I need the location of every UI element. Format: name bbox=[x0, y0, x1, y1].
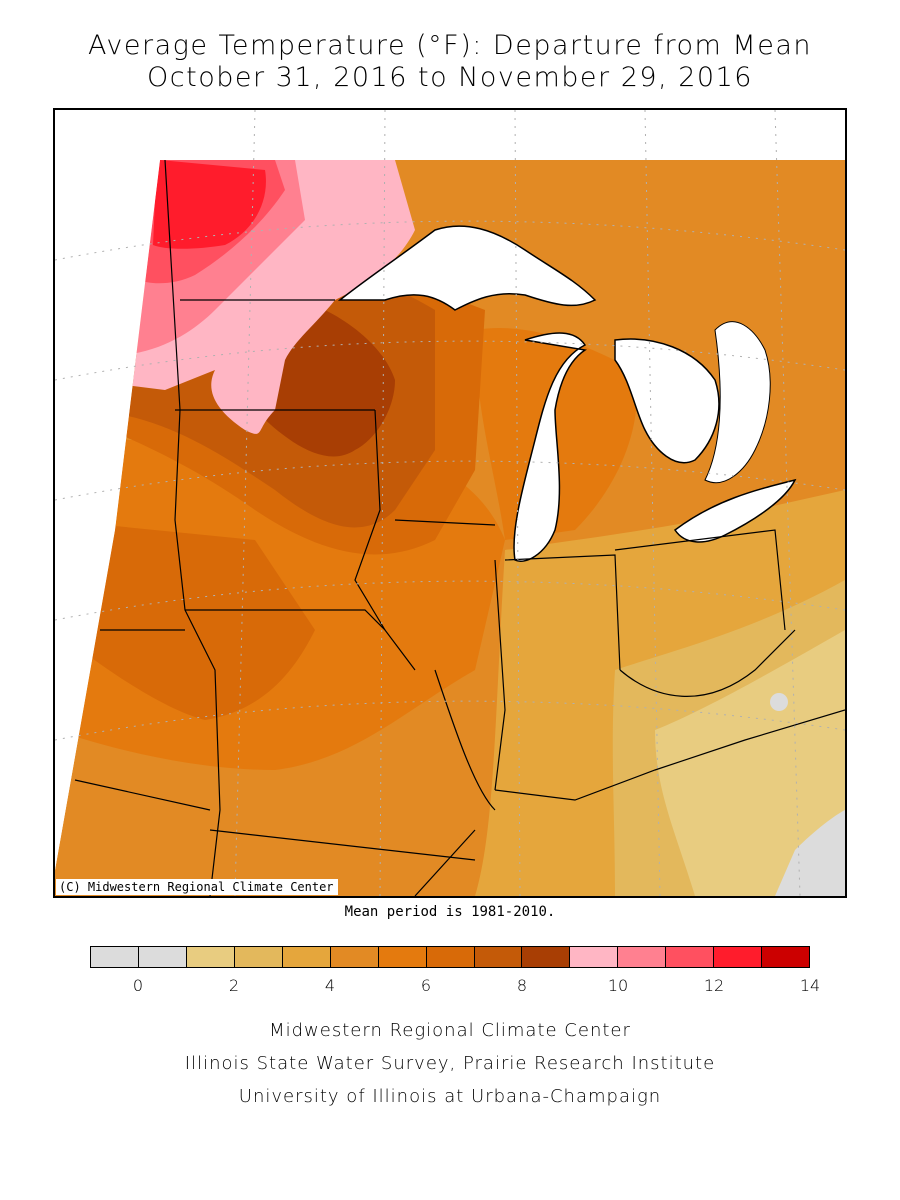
legend-swatch bbox=[186, 947, 235, 967]
legend-swatch bbox=[762, 947, 810, 967]
mean-period-note: Mean period is 1981-2010. bbox=[344, 904, 556, 920]
legend-tick-label: 8 bbox=[516, 976, 528, 995]
legend-swatch bbox=[618, 947, 667, 967]
legend-swatch bbox=[714, 947, 763, 967]
anomaly-band-12-13 bbox=[153, 160, 266, 249]
anomaly-spot-0-1 bbox=[770, 693, 788, 711]
legend-tick-label: 0 bbox=[132, 976, 144, 995]
legend-swatch bbox=[426, 947, 475, 967]
legend-tick-label: 6 bbox=[420, 976, 432, 995]
credit-mrcc: Midwestern Regional Climate Center bbox=[269, 1020, 631, 1041]
legend-tick-label: 10 bbox=[607, 976, 629, 995]
outside-domain bbox=[55, 110, 845, 870]
legend-swatch bbox=[378, 947, 427, 967]
legend-tick-label: 4 bbox=[324, 976, 336, 995]
lake-erie bbox=[673, 478, 797, 543]
map-date-range: October 31, 2016 to November 29, 2016 bbox=[147, 62, 753, 93]
map-panel: (C) Midwestern Regional Climate Center bbox=[53, 108, 847, 898]
legend-swatch bbox=[282, 947, 331, 967]
legend-tick-labels: 0 2 4 6 8 10 12 14 bbox=[90, 976, 820, 1000]
lake-huron bbox=[614, 338, 720, 464]
state-borders bbox=[74, 159, 845, 896]
anomaly-map bbox=[55, 110, 845, 896]
legend-swatch bbox=[234, 947, 283, 967]
graticule bbox=[55, 110, 845, 896]
legend-tick-label: 14 bbox=[799, 976, 821, 995]
legend-tick-label: 12 bbox=[703, 976, 725, 995]
lake-superior bbox=[337, 225, 597, 311]
legend-swatch bbox=[666, 947, 715, 967]
legend-swatch bbox=[91, 947, 139, 967]
credit-isws: Illinois State Water Survey, Prairie Res… bbox=[184, 1053, 716, 1074]
map-title: Average Temperature (°F): Departure from… bbox=[88, 30, 812, 61]
credit-uiuc: University of Illinois at Urbana-Champai… bbox=[238, 1086, 662, 1107]
anomaly-band-0-1 bbox=[775, 810, 845, 896]
color-legend bbox=[90, 946, 810, 968]
legend-swatch bbox=[330, 947, 379, 967]
legend-swatch bbox=[138, 947, 187, 967]
copyright-label: (C) Midwestern Regional Climate Center bbox=[56, 879, 338, 895]
anomaly-band-6-7-west bbox=[55, 520, 315, 720]
anomaly-band-1-2 bbox=[655, 630, 845, 896]
legend-tick-label: 2 bbox=[228, 976, 240, 995]
legend-swatch bbox=[570, 947, 619, 967]
lake-huron-east bbox=[704, 321, 771, 484]
legend-swatch bbox=[522, 947, 571, 967]
legend-swatch bbox=[474, 947, 523, 967]
